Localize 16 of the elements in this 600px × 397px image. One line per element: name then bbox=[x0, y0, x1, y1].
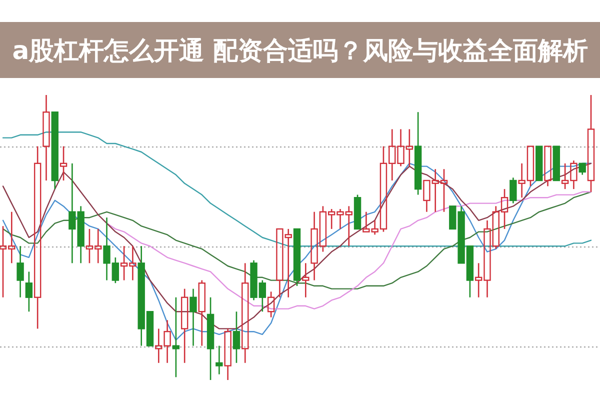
chart-title: a股杠杆怎么开通 配资合适吗？风险与收益全面解析 bbox=[12, 36, 588, 65]
candlestick bbox=[206, 296, 214, 381]
candlestick bbox=[216, 345, 223, 375]
candlestick bbox=[34, 146, 42, 330]
candlestick bbox=[42, 94, 50, 182]
candlestick bbox=[302, 262, 310, 298]
candlestick bbox=[232, 310, 240, 364]
candlestick bbox=[510, 177, 517, 204]
candlestick bbox=[172, 296, 180, 378]
candlestick bbox=[224, 328, 232, 381]
candlestick bbox=[16, 245, 24, 298]
candlestick bbox=[242, 262, 249, 364]
candlestick bbox=[587, 94, 595, 193]
candlestick bbox=[25, 271, 33, 312]
candlestick bbox=[60, 146, 68, 182]
candlestick bbox=[190, 288, 197, 346]
